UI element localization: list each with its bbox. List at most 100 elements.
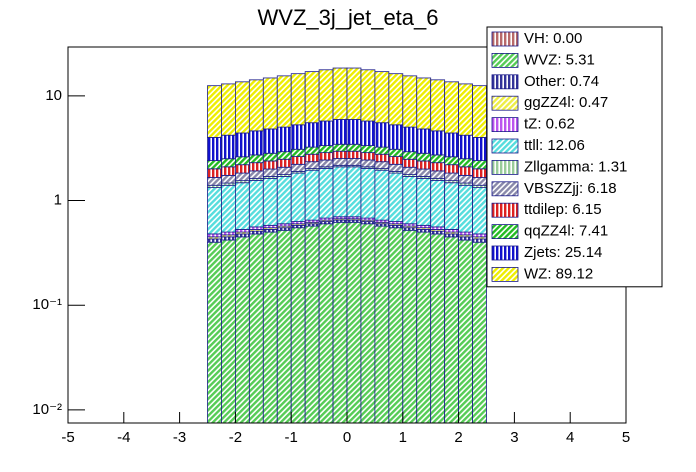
bar-segment [262,77,278,130]
bar-segment [262,152,278,162]
bar-segment [248,233,264,424]
bar-segment [402,151,418,160]
bar-segment [290,73,306,126]
legend-label: VH: 0.00 [524,30,582,47]
bar-segment [262,168,278,177]
bar-segment [430,179,446,228]
bar-segment [472,137,487,161]
y-tick-label: 1 [54,192,62,209]
bar-segment [374,122,390,148]
bar-segment [332,166,348,218]
bar-segment [234,156,250,166]
bar-segment [207,187,222,235]
bar-segment [290,156,306,165]
bar-segment [207,85,222,138]
bar-segment [262,160,278,170]
legend-label: tZ: 0.62 [524,116,575,133]
legend-swatch [491,117,519,132]
bar-segment [221,166,236,176]
bar-segment [416,152,432,162]
bar-segment [262,177,278,226]
bar-segment [430,154,446,164]
bar-segment [290,227,306,424]
bar-segment [346,67,362,120]
bar-segment [416,231,432,424]
bar-segment [458,236,473,241]
bar-segment [332,150,348,159]
bar-segment [430,170,446,179]
bar-segment [374,225,390,424]
bar-segment [402,75,418,128]
bar-segment [388,156,404,165]
bar-segment [304,153,320,163]
bar-segment [248,170,264,179]
bar-segment [248,162,264,172]
bar-segment [360,69,376,122]
bar-segment [262,231,278,424]
bar-segment [346,119,362,145]
bar-segment [430,130,446,156]
bar-segment [444,172,459,182]
bar-segment [346,166,362,218]
legend-swatch [491,53,519,68]
bar-segment [360,159,376,168]
bar-segment [332,158,348,166]
legend-label: ttdilep: 6.15 [524,201,602,218]
bar-segment [276,126,292,153]
bar-segment [360,145,376,154]
x-tick-label: -5 [61,429,74,446]
bar-segment [402,158,418,168]
bar-segment [472,177,487,186]
bar-segment [444,182,459,230]
bar-segment [332,143,348,152]
legend-box [486,26,663,288]
bar-segment [248,154,264,164]
bar-segment [374,169,390,221]
bar-segment [234,172,250,182]
legend-label: WVZ: 5.31 [524,51,595,68]
bar-segment [221,83,236,136]
bar-segment [346,158,362,166]
bar-segment [304,169,320,221]
legend-swatch [491,245,519,261]
bar-segment [458,184,473,233]
bar-segment [290,124,306,150]
bar-segment [458,166,473,176]
x-tick-label: 5 [622,429,630,446]
bar-segment [304,161,320,169]
bar-segment [221,174,236,184]
bar-segment [332,119,348,145]
bar-segment [318,167,334,219]
x-tick-label: -2 [229,429,242,446]
bar-segment [444,81,459,134]
bar-segment [318,69,334,122]
bar-segment [388,124,404,150]
bar-segment [304,122,320,148]
bar-segment [290,148,306,157]
bar-segment [374,153,390,163]
bar-segment [472,160,487,170]
bar-segment [360,223,376,424]
bar-segment [430,79,446,132]
bar-segment [388,227,404,424]
bar-segment [207,160,222,170]
bar-segment [207,177,222,186]
bar-segment [346,150,362,159]
bar-segment [346,143,362,152]
bar-segment [374,161,390,169]
bar-segment [304,225,320,424]
x-tick-label: 2 [454,429,462,446]
bar-segment [346,221,362,424]
bar-segment [221,158,236,168]
bar-segment [207,137,222,161]
bar-segment [276,151,292,160]
bar-segment [234,81,250,134]
legend-swatch [491,266,519,282]
bar-segment [374,71,390,124]
chart-title: WVZ_3j_jet_eta_6 [258,5,439,30]
bar-segment [318,145,334,154]
bar-segment [221,184,236,233]
bar-segment [388,172,404,222]
legend-swatch [491,224,519,240]
